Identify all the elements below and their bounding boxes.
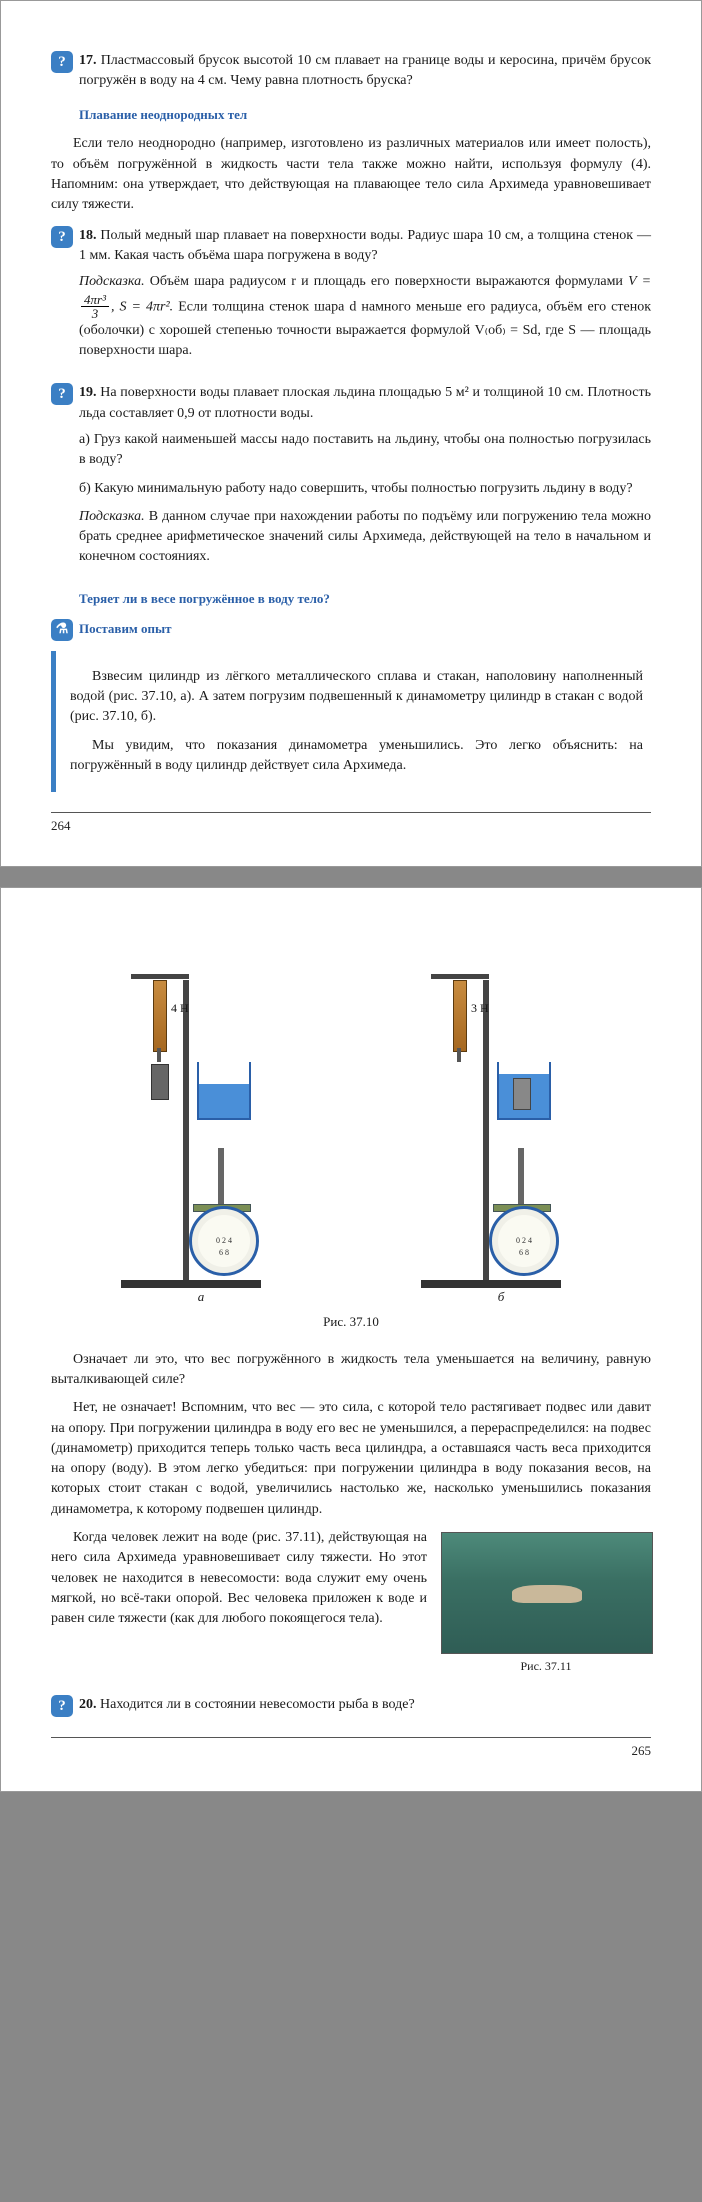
problem-20: ? 20. Находится ли в состоянии невесомос… bbox=[51, 1695, 651, 1717]
question-icon: ? bbox=[51, 226, 73, 248]
para-oznachaet: Означает ли это, что вес погружённого в … bbox=[51, 1350, 651, 1391]
problem-19-text: 19. На поверхности воды плавает плоская … bbox=[79, 383, 651, 575]
question-icon: ? bbox=[51, 1695, 73, 1717]
problem-20-num: 20. bbox=[79, 1697, 97, 1712]
figure-37-11: Рис. 37.11 bbox=[441, 1532, 651, 1675]
hint-label: Подсказка. bbox=[79, 509, 145, 524]
apparatus-a: 4 Н 0 2 46 8 а bbox=[101, 968, 301, 1307]
problem-18: ? 18. Полый медный шар плавает на поверх… bbox=[51, 226, 651, 370]
problem-18-hint: Подсказка. Объём шара радиусом r и площа… bbox=[79, 272, 651, 361]
hint-text-1: Объём шара радиусом r и площадь его пове… bbox=[150, 274, 623, 289]
heading-plavanie: Плавание неоднородных тел bbox=[79, 106, 651, 125]
fraction: 4πr³ 3 bbox=[81, 293, 109, 321]
problem-17-num: 17. bbox=[79, 53, 97, 68]
page-264: ? 17. Пластмассовый брусок высотой 10 см… bbox=[0, 0, 702, 867]
scale-dial-icon: 0 2 46 8 bbox=[498, 1215, 550, 1267]
experiment-box: Взвесим цилиндр из лёгкого металлическог… bbox=[51, 651, 651, 792]
problem-19-body: На поверхности воды плавает плоская льди… bbox=[79, 385, 651, 420]
fig-caption-3711: Рис. 37.11 bbox=[441, 1658, 651, 1675]
para-net: Нет, не означает! Вспомним, что вес — эт… bbox=[51, 1398, 651, 1520]
water-photo-icon bbox=[441, 1532, 653, 1654]
problem-17-text: 17. Пластмассовый брусок высотой 10 см п… bbox=[79, 51, 651, 92]
problem-20-text: 20. Находится ли в состоянии невесомости… bbox=[79, 1695, 651, 1717]
force-label-b: 3 Н bbox=[471, 1000, 489, 1017]
problem-20-body: Находится ли в состоянии невесомости рыб… bbox=[100, 1697, 415, 1712]
problem-19-num: 19. bbox=[79, 385, 97, 400]
fig-label-a: а bbox=[101, 1288, 301, 1307]
hint-body: В данном случае при нахождении работы по… bbox=[79, 509, 651, 565]
question-icon: ? bbox=[51, 51, 73, 73]
problem-19-a: а) Груз какой наименьшей массы надо пост… bbox=[79, 430, 651, 471]
scale-dial-icon: 0 2 46 8 bbox=[198, 1215, 250, 1267]
formula-V: V = bbox=[628, 274, 651, 289]
hint-label: Подсказка. bbox=[79, 274, 145, 289]
frac-den: 3 bbox=[81, 307, 109, 321]
experiment-label: Поставим опыт bbox=[79, 620, 172, 639]
force-label-a: 4 Н bbox=[171, 1000, 189, 1017]
fig-label-b: б bbox=[401, 1288, 601, 1307]
problem-18-num: 18. bbox=[79, 228, 97, 243]
problem-18-body: Полый медный шар плавает на поверхности … bbox=[79, 228, 651, 263]
problem-19-b: б) Какую минимальную работу надо соверши… bbox=[79, 479, 651, 499]
problem-18-text: 18. Полый медный шар плавает на поверхно… bbox=[79, 226, 651, 370]
problem-19: ? 19. На поверхности воды плавает плоска… bbox=[51, 383, 651, 575]
page-number-264: 264 bbox=[51, 812, 651, 836]
para-neodnorodno: Если тело неоднородно (например, изготов… bbox=[51, 134, 651, 215]
problem-17: ? 17. Пластмассовый брусок высотой 10 см… bbox=[51, 51, 651, 92]
exp-p2: Мы увидим, что показания динамометра уме… bbox=[70, 736, 643, 777]
question-icon: ? bbox=[51, 383, 73, 405]
heading-teryaet: Теряет ли в весе погружённое в воду тело… bbox=[79, 590, 651, 609]
para-with-fig: Рис. 37.11 Когда человек лежит на воде (… bbox=[51, 1528, 651, 1681]
page-number-265: 265 bbox=[51, 1737, 651, 1761]
apparatus-b: 3 Н 0 2 46 8 б bbox=[401, 968, 601, 1307]
fig-caption-3710: Рис. 37.10 bbox=[51, 1313, 651, 1332]
frac-num: 4πr³ bbox=[81, 293, 109, 308]
problem-17-body: Пластмассовый брусок высотой 10 см плава… bbox=[79, 53, 651, 88]
formula-S: , S = 4πr². bbox=[111, 299, 173, 314]
experiment-header: ⚗ Поставим опыт bbox=[51, 619, 651, 641]
page-265: 4 Н 0 2 46 8 а 3 Н 0 2 46 8 bbox=[0, 887, 702, 1792]
flask-icon: ⚗ bbox=[51, 619, 73, 641]
exp-p1: Взвесим цилиндр из лёгкого металлическог… bbox=[70, 667, 643, 728]
problem-19-hint: Подсказка. В данном случае при нахождени… bbox=[79, 507, 651, 568]
figure-37-10: 4 Н 0 2 46 8 а 3 Н 0 2 46 8 bbox=[51, 968, 651, 1307]
